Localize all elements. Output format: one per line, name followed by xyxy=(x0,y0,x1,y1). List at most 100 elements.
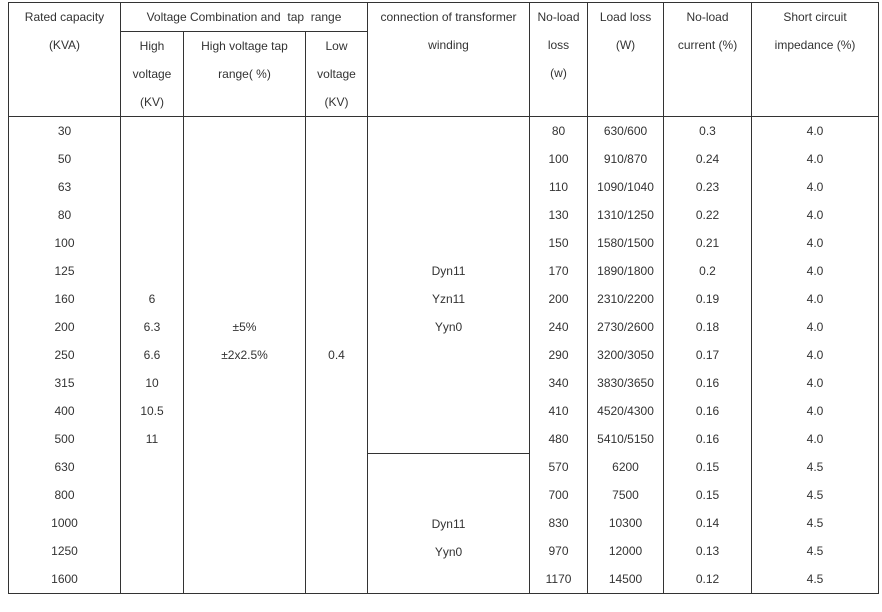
high-voltage-value: 10.5 xyxy=(140,404,164,418)
connection-value: Yyn0 xyxy=(434,544,463,559)
cell-rated-capacity: 63 xyxy=(8,173,121,201)
cell-no-load-loss: 110 xyxy=(529,173,589,201)
cell-no-load-current: 0.15 xyxy=(663,481,753,509)
cell-rated-capacity: 400 xyxy=(8,397,121,425)
table-row: 1250 970 12000 0.13 4.5 xyxy=(8,537,880,565)
cell-impedance: 4.5 xyxy=(751,509,880,537)
table-row: 63 110 1090/1040 0.23 4.0 xyxy=(8,173,880,201)
header-rated-capacity-line1: Rated capacity xyxy=(24,10,105,24)
cell-low-voltage: 0.4 xyxy=(304,116,369,594)
cell-no-load-current: 0.19 xyxy=(663,285,753,313)
cell-impedance: 4.0 xyxy=(751,341,880,369)
cell-no-load-loss: 130 xyxy=(529,201,589,229)
cell-load-loss: 7500 xyxy=(587,481,665,509)
table-row: 500 480 5410/5150 0.16 4.0 xyxy=(8,425,880,453)
cell-no-load-loss: 970 xyxy=(529,537,589,565)
cell-rated-capacity: 500 xyxy=(8,425,121,453)
connection-value: Yzn11 xyxy=(431,292,466,306)
header-low-voltage: Low voltage (KV) xyxy=(304,31,369,117)
table-row: 100 150 1580/1500 0.21 4.0 xyxy=(8,229,880,257)
table-row: 250 290 3200/3050 0.17 4.0 xyxy=(8,341,880,369)
table-row: 315 340 3830/3650 0.16 4.0 xyxy=(8,369,880,397)
cell-load-loss: 5410/5150 xyxy=(587,425,665,453)
cell-no-load-current: 0.22 xyxy=(663,201,753,229)
cell-rated-capacity: 1600 xyxy=(8,565,121,594)
table-body: 30 6 6.3 6.6 10 10.5 11 ±5% ±2x2.5% 0.4 Dyn11 Yzn11… xyxy=(8,116,880,594)
cell-rated-capacity: 125 xyxy=(8,257,121,285)
cell-load-loss: 3200/3050 xyxy=(587,341,665,369)
cell-no-load-loss: 150 xyxy=(529,229,589,257)
cell-load-loss: 1890/1800 xyxy=(587,257,665,285)
connection-value: Dyn11 xyxy=(431,264,466,278)
high-voltage-value: 10 xyxy=(145,376,159,390)
high-voltage-value: 6.3 xyxy=(143,320,161,334)
cell-impedance: 4.0 xyxy=(751,369,880,397)
cell-impedance: 4.0 xyxy=(751,397,880,425)
cell-no-load-current: 0.2 xyxy=(663,257,753,285)
cell-no-load-loss: 340 xyxy=(529,369,589,397)
cell-load-loss: 1310/1250 xyxy=(587,201,665,229)
table-row: 160 200 2310/2200 0.19 4.0 xyxy=(8,285,880,313)
connection-value: Dyn11 xyxy=(431,516,466,531)
cell-impedance: 4.0 xyxy=(751,173,880,201)
header-connection-line1: connection of transformer xyxy=(380,10,517,24)
header-load-loss-line2: (W) xyxy=(615,38,636,52)
cell-connection-group-1: Dyn11 Yzn11 Yyn0 xyxy=(367,116,531,454)
header-rated-capacity-line2: (KVA) xyxy=(48,38,81,52)
cell-load-loss: 1580/1500 xyxy=(587,229,665,257)
cell-no-load-loss: 1170 xyxy=(529,565,589,594)
table-row: 1000 830 10300 0.14 4.5 xyxy=(8,509,880,537)
cell-rated-capacity: 160 xyxy=(8,285,121,313)
cell-no-load-current: 0.15 xyxy=(663,453,753,481)
table-row: 50 100 910/870 0.24 4.0 xyxy=(8,145,880,173)
header-no-load-loss-line3: (w) xyxy=(550,66,567,80)
header-impedance-line2: impedance (%) xyxy=(774,38,856,52)
cell-no-load-current: 0.24 xyxy=(663,145,753,173)
cell-impedance: 4.0 xyxy=(751,145,880,173)
header-high-voltage-line1: High xyxy=(139,39,165,53)
cell-impedance: 4.0 xyxy=(751,201,880,229)
header-tap-range-line1: High voltage tap xyxy=(201,39,288,53)
cell-no-load-current: 0.13 xyxy=(663,537,753,565)
connection-value: Yyn0 xyxy=(434,320,463,334)
cell-rated-capacity: 1250 xyxy=(8,537,121,565)
cell-no-load-current: 0.18 xyxy=(663,313,753,341)
tap-range-value: ±5% xyxy=(232,320,257,334)
cell-rated-capacity: 315 xyxy=(8,369,121,397)
cell-rated-capacity: 200 xyxy=(8,313,121,341)
cell-no-load-loss: 290 xyxy=(529,341,589,369)
header-connection-line2: winding xyxy=(428,38,469,52)
cell-impedance: 4.0 xyxy=(751,229,880,257)
cell-impedance: 4.5 xyxy=(751,537,880,565)
cell-rated-capacity: 250 xyxy=(8,341,121,369)
cell-no-load-loss: 410 xyxy=(529,397,589,425)
cell-no-load-loss: 170 xyxy=(529,257,589,285)
low-voltage-value: 0.4 xyxy=(328,348,345,362)
cell-connection-group-2: Dyn11 Yyn0 xyxy=(367,452,531,594)
header-load-loss-line1: Load loss xyxy=(599,10,652,24)
cell-load-loss: 910/870 xyxy=(587,145,665,173)
cell-load-loss: 4520/4300 xyxy=(587,397,665,425)
table-row: 30 6 6.3 6.6 10 10.5 11 ±5% ±2x2.5% 0.4 Dyn11 Yzn11… xyxy=(8,116,880,594)
table-row: 630 Dyn11 Yyn0 570 6200 0.15 4.5 xyxy=(8,452,880,594)
cell-load-loss: 6200 xyxy=(587,453,665,481)
header-no-load-loss: No-load loss (w) xyxy=(529,2,589,117)
cell-load-loss: 2730/2600 xyxy=(587,313,665,341)
cell-no-load-loss: 100 xyxy=(529,145,589,173)
cell-load-loss: 1090/1040 xyxy=(587,173,665,201)
cell-rated-capacity: 50 xyxy=(8,145,121,173)
cell-no-load-current: 0.16 xyxy=(663,397,753,425)
table-row: 400 410 4520/4300 0.16 4.0 xyxy=(8,397,880,425)
cell-load-loss: 3830/3650 xyxy=(587,369,665,397)
high-voltage-value: 6.6 xyxy=(143,348,161,362)
cell-no-load-loss: 480 xyxy=(529,425,589,453)
cell-impedance: 4.0 xyxy=(751,257,880,285)
header-low-voltage-line1: Low xyxy=(325,39,348,53)
high-voltage-value: 6 xyxy=(148,292,156,306)
cell-rated-capacity: 30 xyxy=(8,116,121,145)
cell-impedance: 4.5 xyxy=(751,453,880,481)
cell-no-load-current: 0.23 xyxy=(663,173,753,201)
header-no-load-current-line1: No-load xyxy=(686,10,729,24)
header-load-loss: Load loss (W) xyxy=(587,2,665,117)
